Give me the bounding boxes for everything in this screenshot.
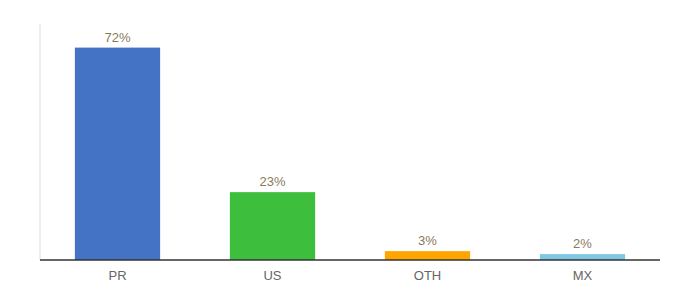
- chart-container: PR US OTH MX 72% 23% 3% 2%: [0, 0, 680, 300]
- bar: [75, 48, 160, 260]
- y-axis-line: [40, 24, 41, 260]
- x-tick-label: US: [263, 268, 281, 283]
- bars: [75, 48, 625, 260]
- data-label: 23%: [259, 174, 285, 189]
- bar: [385, 251, 470, 260]
- x-axis-line: [40, 259, 660, 261]
- bar: [540, 254, 625, 260]
- data-label: 72%: [104, 30, 130, 45]
- chart-svg: PR US OTH MX 72% 23% 3% 2%: [0, 0, 680, 300]
- x-tick-label: PR: [108, 268, 126, 283]
- x-tick-label: OTH: [414, 268, 441, 283]
- bar: [230, 192, 315, 260]
- data-label: 2%: [573, 236, 592, 251]
- data-label: 3%: [418, 233, 437, 248]
- x-tick-label: MX: [573, 268, 593, 283]
